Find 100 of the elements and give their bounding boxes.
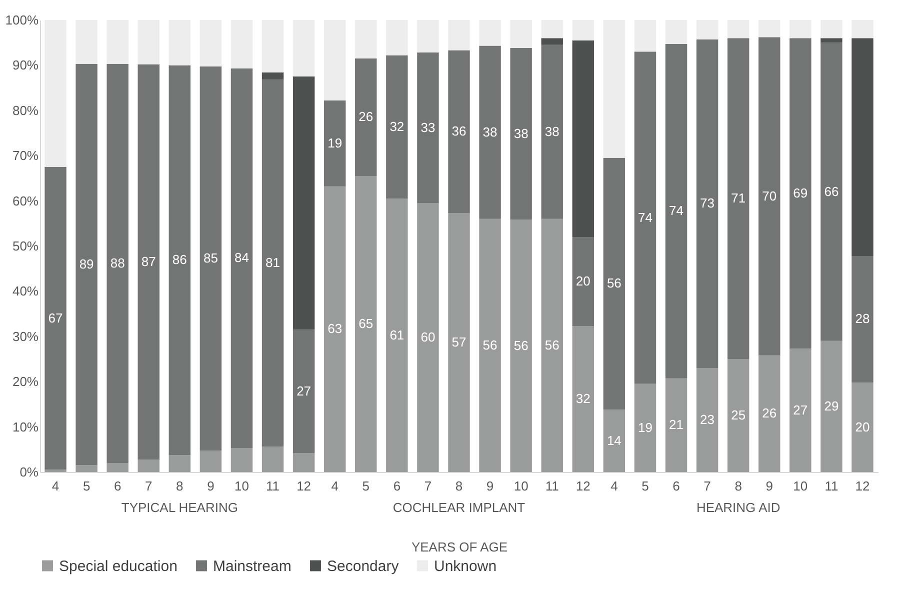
- data-label: 32: [576, 391, 590, 406]
- data-label: 56: [544, 337, 560, 352]
- data-label: 28: [855, 311, 870, 326]
- bar: [665, 44, 688, 378]
- bar: [727, 38, 750, 359]
- text: COCHLEAR IMPLANT: [392, 500, 526, 515]
- bar: [44, 20, 66, 167]
- bar: [448, 213, 470, 472]
- bar: [790, 20, 812, 38]
- bar: [665, 20, 688, 44]
- data-label: 61: [390, 327, 404, 342]
- x-axis-title: YEARS OF AGE: [411, 540, 508, 554]
- bar: [790, 38, 812, 349]
- bar: [572, 236, 594, 326]
- bar: [510, 220, 532, 472]
- bar: [386, 20, 408, 56]
- data-label: 74: [669, 203, 684, 218]
- bar: [138, 64, 160, 460]
- text: TYPICAL HEARING: [121, 500, 238, 515]
- x-tick-label: 10: [793, 478, 808, 494]
- x-tick-label: 8: [455, 478, 463, 494]
- y-tick-label: 100%: [5, 12, 39, 28]
- x-tick-label: 12: [576, 478, 590, 494]
- bar: [44, 166, 66, 470]
- data-label: 19: [328, 135, 342, 150]
- bar: [603, 410, 626, 472]
- bar: [386, 198, 408, 472]
- x-tick-label: 8: [176, 478, 184, 494]
- y-tick-label: 90%: [12, 58, 39, 73]
- bar: [634, 384, 656, 472]
- bar: [541, 38, 563, 45]
- data-label: 33: [420, 120, 436, 135]
- data-label: 19: [638, 420, 652, 435]
- x-tick-label: 8: [734, 478, 742, 494]
- x-tick-label: 9: [486, 478, 494, 494]
- bar: [634, 52, 656, 384]
- bar: [355, 20, 377, 58]
- data-label: 65: [358, 316, 374, 331]
- data-label: 38: [544, 124, 560, 139]
- bar: [262, 72, 284, 80]
- bar: [200, 450, 222, 472]
- x-tick-label: 9: [766, 478, 773, 494]
- bar: [417, 203, 439, 472]
- bar: [262, 446, 284, 472]
- bar: [820, 340, 842, 472]
- bar: [106, 64, 128, 463]
- data-label: 20: [855, 419, 870, 434]
- y-tick-label: 80%: [12, 102, 39, 118]
- bar: [665, 378, 688, 472]
- bar: [386, 55, 408, 199]
- data-label: 60: [420, 330, 436, 345]
- x-tick-label: 7: [424, 478, 432, 494]
- data-label: 38: [482, 124, 498, 140]
- data-label: 71: [731, 190, 746, 206]
- bar: [820, 20, 842, 38]
- x-tick-label: 12: [855, 478, 870, 494]
- bar: [758, 37, 780, 356]
- bar: [292, 330, 315, 454]
- data-label: 56: [606, 276, 622, 291]
- data-label: 88: [110, 255, 125, 270]
- data-label: 32: [390, 118, 404, 134]
- x-tick-label: 10: [234, 478, 249, 494]
- bar: [510, 48, 532, 220]
- legend-label: Unknown: [434, 558, 497, 575]
- data-label: 27: [296, 383, 312, 398]
- data-label: 57: [452, 334, 466, 350]
- x-tick-label: 6: [114, 478, 122, 494]
- x-tick-label: 11: [824, 478, 838, 494]
- bar: [820, 38, 842, 43]
- bar: [230, 20, 253, 68]
- bar: [852, 38, 874, 256]
- y-tick-label: 50%: [12, 238, 39, 254]
- data-label: 27: [793, 402, 808, 418]
- data-label: 89: [79, 256, 94, 272]
- bar: [696, 20, 718, 40]
- bar: [138, 20, 160, 64]
- bar: [852, 382, 874, 472]
- y-tick-label: 70%: [12, 148, 39, 164]
- bar: [324, 20, 346, 100]
- data-label: 81: [266, 255, 280, 270]
- bar: [230, 448, 253, 472]
- x-tick-label: 5: [82, 478, 90, 494]
- data-label: 73: [700, 196, 715, 211]
- bar: [200, 20, 222, 67]
- x-tick-label: 11: [266, 478, 280, 494]
- bar: [76, 465, 98, 472]
- bar: [727, 359, 750, 472]
- legend-label: Mainstream: [213, 558, 292, 575]
- text: HEARING AID: [696, 500, 780, 515]
- x-tick-label: 9: [207, 478, 214, 494]
- data-label: 25: [731, 408, 746, 422]
- y-tick-label: 10%: [12, 419, 39, 434]
- bar: [138, 460, 160, 472]
- bar: [572, 326, 594, 472]
- bar: [417, 52, 439, 204]
- bar: [479, 20, 501, 46]
- bar: [106, 462, 128, 472]
- x-tick-label: 6: [393, 478, 401, 494]
- bar: [541, 44, 563, 219]
- data-label: 36: [452, 124, 466, 139]
